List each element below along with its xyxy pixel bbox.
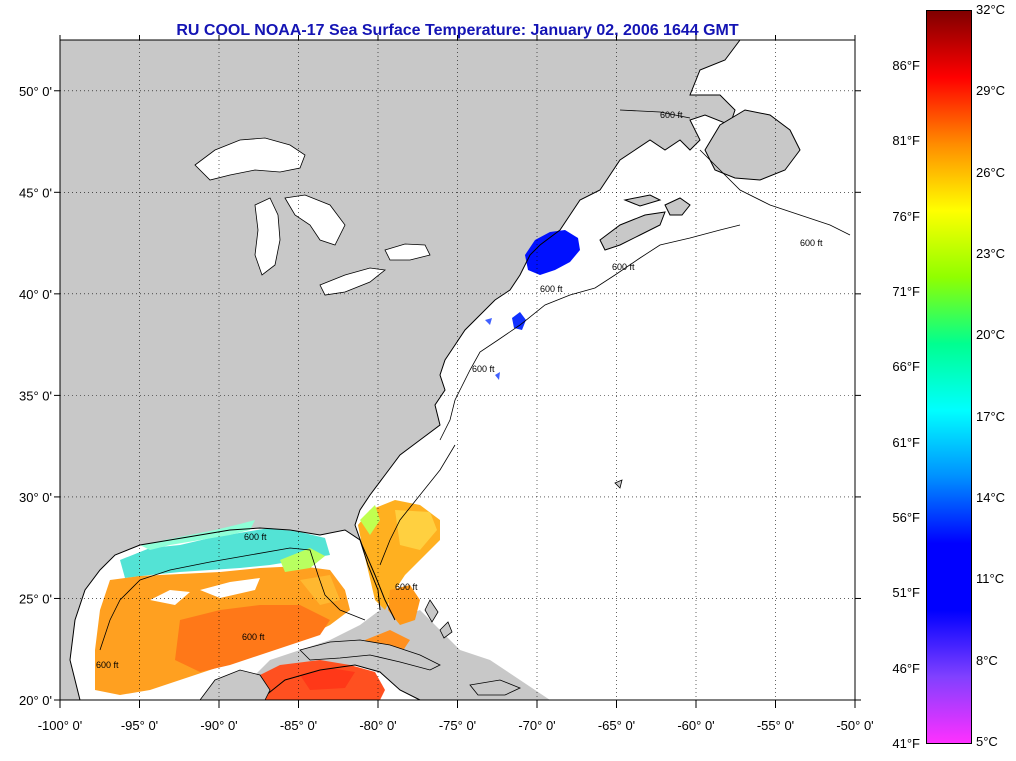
cuba	[299, 639, 441, 671]
lake-superior	[194, 137, 306, 181]
colorbar-fahrenheit-label: 81°F	[892, 133, 920, 149]
colorbar-fahrenheit-label: 86°F	[892, 58, 920, 73]
colorbar-fahrenheit-label: 41°F	[892, 736, 920, 751]
contour-label-5: 600 ft	[800, 238, 823, 248]
bahamas-2	[439, 621, 453, 639]
contour-label-4: 600 ft	[660, 110, 683, 120]
contour-label-7: 600 ft	[242, 632, 265, 642]
y-axis: 20° 0' 25° 0' 30° 0' 35° 0' 40° 0' 45° 0' 50° …	[19, 84, 861, 708]
depth-contours	[99, 109, 851, 651]
bermuda	[614, 479, 623, 489]
colorbar-fahrenheit-label: 46°F	[892, 660, 920, 676]
y-tick-label: 35° 0'	[19, 388, 52, 403]
hispaniola	[469, 679, 522, 696]
cape-breton	[664, 197, 691, 216]
pei	[623, 194, 662, 207]
coastlines	[69, 39, 741, 701]
lake-erie	[319, 267, 386, 296]
contour-label-9: 600 ft	[395, 582, 418, 592]
sst-gulf-of-maine-data	[485, 230, 580, 380]
colorbar-celsius-label: 26°C	[976, 164, 1006, 180]
caribbean-land	[199, 479, 623, 701]
atlantic-ocean	[355, 40, 855, 700]
colorbar-fahrenheit-label: 56°F	[892, 510, 920, 525]
x-tick-label: -55° 0'	[757, 718, 794, 733]
x-tick-label: -50° 0'	[836, 718, 873, 733]
colorbar-celsius-label: 17°C	[976, 408, 1006, 424]
temperature-colorbar	[926, 10, 972, 744]
map-title: RU COOL NOAA-17 Sea Surface Temperature:…	[176, 22, 739, 39]
colorbar-fahrenheit-label: 71°F	[892, 284, 920, 299]
x-axis: -100° 0' -95° 0' -90° 0' -85° 0' -80° 0' -75°…	[38, 35, 874, 733]
lake-michigan	[254, 197, 281, 276]
grid-lines	[60, 40, 855, 700]
colorbar-fahrenheit-label: 66°F	[892, 359, 920, 375]
sst-gulf-data	[95, 520, 350, 695]
colorbar-celsius-label: 8°C	[976, 652, 998, 668]
contour-label-2: 600 ft	[540, 284, 563, 294]
contour-label-8: 600 ft	[96, 660, 119, 670]
x-tick-label: -100° 0'	[38, 718, 83, 733]
x-tick-label: -85° 0'	[280, 718, 317, 733]
x-tick-label: -70° 0'	[518, 718, 555, 733]
x-tick-label: -75° 0'	[439, 718, 476, 733]
y-tick-label: 40° 0'	[19, 287, 52, 302]
colorbar-celsius-label: 14°C	[976, 490, 1006, 505]
contour-label-1: 600 ft	[472, 364, 495, 374]
colorbar-celsius-label: 32°C	[976, 2, 1006, 17]
x-tick-label: -95° 0'	[121, 718, 158, 733]
lake-huron	[284, 194, 346, 246]
x-tick-label: -60° 0'	[677, 718, 714, 733]
contour-label-6: 600 ft	[244, 532, 267, 542]
x-tick-label: -80° 0'	[359, 718, 396, 733]
colorbar-celsius-label: 5°C	[976, 734, 998, 749]
colorbar-fahrenheit-label: 51°F	[892, 585, 920, 601]
sst-caribbean-data	[250, 630, 410, 700]
y-tick-label: 20° 0'	[19, 693, 52, 708]
newfoundland	[704, 109, 801, 181]
great-lakes	[194, 137, 431, 296]
lake-ontario	[384, 243, 431, 261]
x-tick-label: -90° 0'	[200, 718, 237, 733]
x-tick-label: -65° 0'	[598, 718, 635, 733]
bahamas	[424, 599, 439, 623]
contour-labels: 600 ft 600 ft 600 ft 600 ft 600 ft 600 f…	[96, 110, 823, 670]
colorbar-celsius-label: 23°C	[976, 246, 1006, 261]
colorbar-celsius-label: 20°C	[976, 327, 1006, 343]
colorbar-fahrenheit-label: 61°F	[892, 434, 920, 450]
contour-label-3: 600 ft	[612, 262, 635, 272]
y-tick-label: 50° 0'	[19, 84, 52, 99]
y-tick-label: 45° 0'	[19, 185, 52, 200]
y-tick-label: 25° 0'	[19, 591, 52, 606]
colorbar-fahrenheit-label: 76°F	[892, 208, 920, 224]
colorbar-celsius-label: 29°C	[976, 83, 1006, 99]
y-tick-label: 30° 0'	[19, 490, 52, 505]
colorbar-celsius-label: 11°C	[976, 571, 1005, 587]
